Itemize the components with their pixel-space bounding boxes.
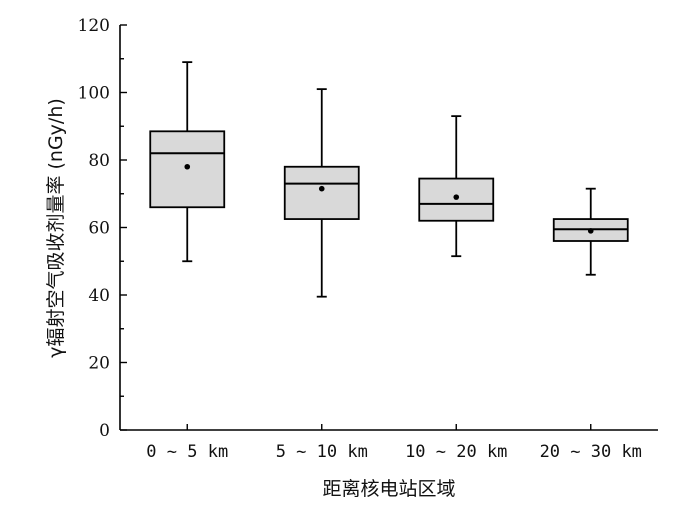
x-tick-label: 0 ~ 5 km (146, 442, 228, 462)
x-tick-label: 5 ~ 10 km (276, 442, 368, 462)
y-axis-title: γ辐射空气吸收剂量率 (nGy/h) (45, 98, 67, 358)
y-tick-label: 20 (88, 354, 110, 374)
y-tick-label: 80 (88, 151, 110, 171)
y-tick-label: 120 (78, 16, 110, 36)
mean-point (318, 185, 325, 192)
plot-area: 0 20 40 60 80 100 120 0 ~ 5 km 5 ~ 10 km 10 ~ 20 … (78, 16, 658, 462)
y-tick-label: 40 (88, 286, 110, 306)
y-tick-label: 60 (88, 219, 110, 239)
x-tick-label: 10 ~ 20 km (405, 442, 507, 462)
mean-point (453, 194, 460, 200)
x-tick-label: 20 ~ 30 km (540, 442, 642, 462)
y-tick-label: 0 (99, 421, 110, 441)
x-axis-title: 距离核电站区域 (322, 478, 455, 500)
y-tick-label: 100 (78, 84, 110, 104)
box-iqr (283, 165, 360, 220)
mean-point (587, 228, 594, 234)
mean-point (184, 163, 191, 170)
